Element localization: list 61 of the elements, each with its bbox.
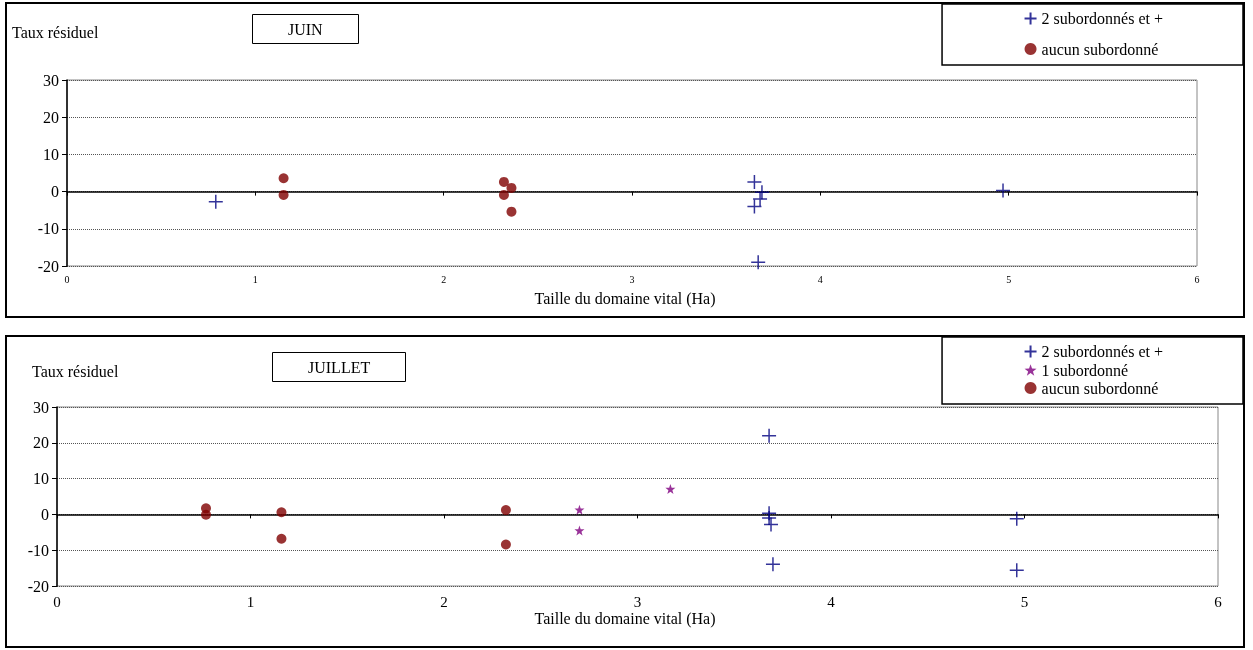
point: [278, 173, 289, 184]
x-tick-label: 1: [246, 593, 255, 610]
y-tick-label: -10: [37, 220, 59, 238]
x-tick-label: 3: [629, 273, 635, 285]
y-tick-label: -20: [37, 257, 59, 275]
point: [752, 191, 768, 207]
legend-label: aucun subordonné: [1041, 379, 1159, 397]
y-tick-label: -20: [27, 577, 49, 595]
x-axis-title: Taille du domaine vital (Ha): [534, 289, 716, 308]
point: [498, 176, 509, 187]
y-tick-label: 10: [43, 145, 59, 163]
point: [574, 525, 585, 536]
point: [276, 533, 287, 544]
y-tick-label: -10: [27, 541, 49, 559]
y-axis-title: Taux résiduel: [12, 23, 99, 41]
x-axis-title: Taille du domaine vital (Ha): [534, 609, 716, 628]
point: [506, 182, 517, 193]
y-tick-label: 20: [43, 108, 59, 126]
chart-title: JUILLET: [308, 358, 371, 376]
point: [746, 198, 763, 215]
x-tick-label: 6: [1214, 593, 1223, 610]
x-tick-label: 2: [441, 273, 447, 285]
point: [276, 507, 287, 518]
y-axis-title: Taux résiduel: [32, 362, 119, 380]
y-tick-label: 10: [33, 470, 49, 488]
point: [506, 206, 517, 217]
point: [500, 539, 511, 550]
point: [278, 189, 289, 200]
y-tick-label: 30: [33, 398, 49, 416]
point: [761, 510, 777, 526]
point: [763, 516, 779, 533]
x-tick-label: 5: [1006, 273, 1012, 285]
legend-label: aucun subordonné: [1041, 40, 1159, 58]
legend-label: 1 subordonné: [1041, 361, 1129, 379]
point: [201, 509, 211, 520]
point: [750, 254, 766, 271]
x-tick-label: 4: [817, 273, 823, 285]
x-tick-label: 5: [1020, 593, 1029, 610]
point: [665, 483, 676, 494]
y-tick-label: 20: [33, 434, 49, 452]
point: [208, 193, 224, 210]
point: [500, 505, 511, 516]
y-tick-label: 0: [41, 505, 49, 523]
y-tick-label: 30: [43, 71, 59, 89]
legend-label: 2 subordonnés et +: [1041, 10, 1163, 27]
x-tick-label: 1: [252, 273, 258, 285]
point: [498, 189, 509, 200]
x-tick-label: 6: [1194, 273, 1200, 285]
legend-label: 2 subordonnés et +: [1041, 343, 1163, 360]
point: [995, 182, 1011, 199]
point: [765, 556, 781, 572]
point: [574, 504, 585, 515]
y-tick-label: 0: [51, 183, 59, 201]
x-tick-label: 4: [827, 593, 836, 610]
x-tick-label: 0: [64, 273, 70, 285]
x-tick-label: 3: [633, 593, 642, 610]
chart-title: JUIN: [288, 20, 324, 38]
point: [1009, 510, 1025, 527]
point: [761, 427, 777, 444]
point: [1009, 562, 1025, 578]
x-tick-label: 2: [440, 593, 448, 610]
